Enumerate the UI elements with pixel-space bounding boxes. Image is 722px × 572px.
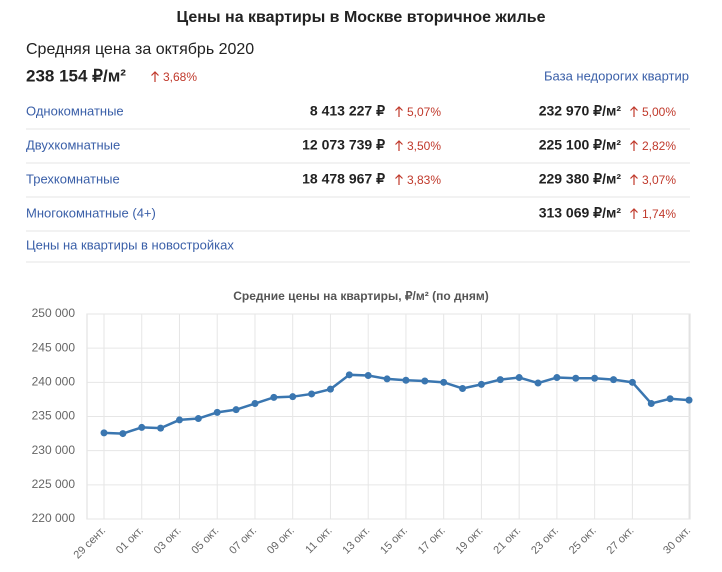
point — [270, 393, 278, 401]
point — [666, 395, 674, 403]
row-name[interactable]: Многокомнатные (4+) — [26, 205, 156, 220]
up-arrow — [630, 140, 638, 151]
y-tick-label: 250 000 — [32, 306, 76, 320]
up-arrow — [151, 71, 159, 82]
avg-price: 238 154 ₽/м² — [26, 66, 126, 85]
row-price-change: 3,50% — [407, 139, 441, 153]
row-name[interactable]: Однокомнатные — [26, 103, 124, 118]
point — [591, 374, 599, 382]
point — [308, 390, 316, 398]
x-tick-label: 17 окт. — [416, 525, 448, 557]
row-ppm: 225 100 ₽/м² — [539, 137, 622, 153]
row-name[interactable]: Двухкомнатные — [26, 137, 120, 152]
point — [610, 376, 618, 384]
up-arrow — [630, 174, 638, 185]
point — [685, 396, 693, 404]
point — [326, 385, 334, 393]
point — [157, 424, 165, 432]
row-ppm-change: 2,82% — [642, 139, 676, 153]
row-price-change: 5,07% — [407, 105, 441, 119]
row-ppm-change: 3,07% — [642, 173, 676, 187]
point — [515, 374, 523, 382]
x-tick-label: 23 окт. — [529, 525, 561, 557]
point — [553, 374, 561, 382]
up-arrow — [395, 174, 403, 185]
point — [572, 374, 580, 382]
row-name[interactable]: Трехкомнатные — [26, 171, 120, 186]
new-buildings-link[interactable]: Цены на квартиры в новостройках — [26, 237, 234, 252]
point — [119, 430, 127, 438]
y-tick-label: 230 000 — [32, 443, 76, 457]
point — [364, 372, 372, 379]
subtitle: Средняя цена за октябрь 2020 — [26, 41, 254, 58]
point — [194, 415, 202, 423]
point — [175, 416, 183, 424]
row-ppm-change: 5,00% — [642, 105, 676, 119]
up-arrow — [630, 208, 638, 219]
y-tick-label: 245 000 — [32, 340, 76, 354]
point — [138, 423, 146, 431]
point — [232, 406, 240, 414]
x-tick-label: 03 окт. — [152, 525, 184, 557]
point — [345, 371, 353, 379]
point — [628, 378, 636, 386]
y-tick-label: 235 000 — [32, 409, 76, 423]
x-tick-label: 25 окт. — [567, 525, 599, 557]
x-tick-label: 27 окт. — [605, 525, 637, 557]
point — [213, 408, 221, 416]
cheap-link[interactable]: База недорогих квартир — [544, 68, 689, 83]
row-ppm: 313 069 ₽/м² — [539, 205, 622, 221]
row-price: 12 073 739 ₽ — [302, 137, 385, 153]
point — [402, 376, 410, 384]
x-tick-label: 15 окт. — [378, 525, 410, 557]
avg-change: 3,68% — [163, 70, 197, 84]
point — [477, 380, 485, 388]
row-price: 18 478 967 ₽ — [302, 171, 385, 187]
up-arrow — [630, 106, 638, 117]
line — [103, 373, 690, 435]
up-arrow — [395, 106, 403, 117]
row-ppm: 232 970 ₽/м² — [539, 103, 622, 119]
page-title: Цены на квартиры в Москве вторичное жиль… — [176, 9, 545, 26]
x-tick-label: 09 окт. — [265, 525, 297, 557]
y-tick-label: 220 000 — [32, 511, 76, 525]
x-tick-label: 07 окт. — [227, 525, 259, 557]
x-tick-label: 13 окт. — [340, 525, 372, 557]
x-tick-label: 30 окт. — [661, 525, 693, 557]
point — [383, 375, 391, 383]
chart-title: Средние цены на квартиры, ₽/м² (по дням) — [233, 289, 488, 303]
point — [459, 384, 467, 392]
x-tick-label: 19 окт. — [454, 525, 486, 557]
row-price: 8 413 227 ₽ — [310, 103, 385, 119]
point — [534, 379, 542, 387]
y-tick-label: 240 000 — [32, 375, 76, 389]
point — [496, 376, 504, 384]
x-tick-label: 21 окт. — [491, 525, 523, 557]
point — [100, 429, 108, 437]
up-arrow — [395, 140, 403, 151]
row-ppm-change: 1,74% — [642, 207, 676, 221]
point — [421, 377, 429, 385]
x-tick-label: 05 окт. — [189, 525, 221, 557]
point — [289, 393, 297, 401]
y-tick-label: 225 000 — [32, 477, 76, 491]
x-tick-label: 29 сент. — [72, 525, 109, 562]
row-price-change: 3,83% — [407, 173, 441, 187]
point — [251, 400, 259, 408]
x-tick-label: 11 окт. — [303, 525, 334, 556]
point — [440, 378, 448, 386]
point — [647, 400, 655, 408]
row-ppm: 229 380 ₽/м² — [539, 171, 622, 187]
x-tick-label: 01 окт. — [114, 525, 146, 557]
